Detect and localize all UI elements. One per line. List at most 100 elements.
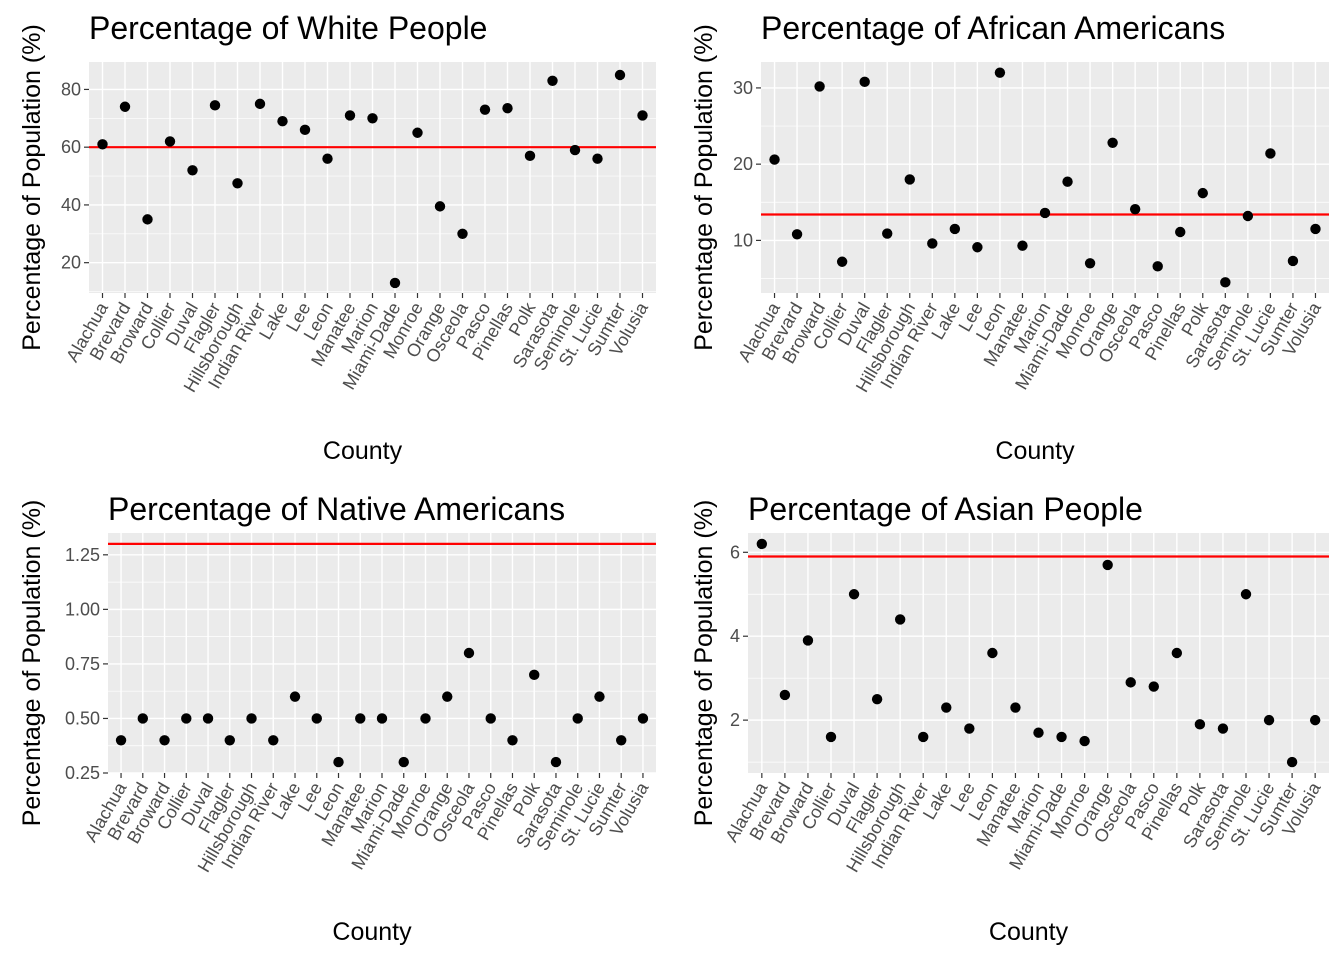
y-tick-label: 6	[730, 542, 740, 562]
chart-panel-2: 102030AlachuaBrevardBrowardCollierDuvalF…	[690, 10, 1329, 465]
data-point	[572, 713, 583, 724]
data-point	[246, 713, 257, 724]
y-tick-label: 1.00	[65, 599, 100, 619]
data-point	[592, 153, 603, 164]
data-point	[941, 702, 952, 713]
data-point	[1263, 714, 1275, 726]
data-point	[769, 154, 780, 165]
data-point	[159, 735, 170, 746]
chart-title: Percentage of Asian People	[748, 491, 1143, 527]
data-point	[614, 69, 626, 81]
x-axis-title: County	[323, 437, 403, 465]
data-point	[1309, 714, 1321, 726]
y-axis-title: Percentage of Population (%)	[690, 24, 718, 351]
data-point	[547, 75, 558, 86]
y-tick-label: 30	[733, 78, 753, 98]
data-point	[882, 228, 893, 239]
data-point	[1194, 719, 1206, 730]
data-point	[1310, 223, 1321, 235]
data-point	[412, 127, 423, 138]
data-point	[398, 756, 409, 768]
y-tick-label: 20	[61, 253, 81, 273]
data-point	[1084, 258, 1096, 269]
data-point	[894, 614, 906, 625]
data-point	[187, 165, 198, 176]
data-point	[1125, 677, 1136, 688]
data-point	[1062, 176, 1073, 187]
data-point	[164, 136, 176, 147]
data-point	[949, 223, 961, 235]
data-point	[311, 713, 322, 724]
data-point	[1107, 137, 1118, 149]
y-tick-label: 1.25	[65, 545, 100, 565]
data-point	[1010, 702, 1021, 713]
data-point	[1265, 148, 1276, 159]
data-point	[871, 693, 883, 705]
data-point	[142, 214, 153, 225]
data-point	[802, 635, 814, 646]
data-point	[1148, 681, 1159, 692]
data-point	[209, 100, 221, 111]
data-point	[972, 242, 983, 253]
data-point	[859, 76, 870, 88]
data-point	[289, 691, 301, 702]
y-axis-title: Percentage of Population (%)	[690, 500, 718, 827]
data-point	[1220, 277, 1231, 288]
data-point	[994, 67, 1006, 78]
data-point	[756, 538, 768, 550]
data-point	[1171, 647, 1183, 659]
data-point	[524, 150, 536, 162]
data-point	[502, 103, 513, 114]
data-point	[322, 153, 333, 164]
data-point	[115, 735, 127, 746]
chart-panel-4: 246AlachuaBrevardBrowardCollierDuvalFlag…	[690, 491, 1329, 946]
data-point	[1079, 735, 1090, 747]
data-point	[1286, 756, 1298, 768]
x-axis-title: County	[989, 918, 1069, 946]
data-point	[367, 113, 378, 124]
data-point	[224, 735, 235, 746]
data-point	[1102, 559, 1113, 571]
data-point	[232, 178, 243, 189]
chart-title: Percentage of White People	[89, 10, 487, 46]
data-point	[918, 731, 929, 743]
y-tick-label: 80	[61, 79, 81, 99]
data-point	[1240, 589, 1252, 600]
data-point	[779, 689, 791, 701]
x-axis-title: County	[332, 918, 412, 946]
y-tick-label: 10	[733, 230, 753, 250]
data-point	[550, 756, 562, 768]
data-point	[836, 256, 848, 267]
x-axis-title: County	[995, 437, 1075, 465]
y-tick-label: 0.75	[65, 654, 100, 674]
data-point	[904, 174, 915, 185]
data-point	[848, 589, 860, 600]
data-point	[376, 713, 388, 724]
data-point	[987, 647, 998, 659]
data-point	[1129, 203, 1141, 215]
data-point	[927, 238, 938, 249]
data-point	[529, 669, 540, 681]
data-point	[97, 139, 108, 150]
data-point	[420, 713, 431, 724]
data-point	[1039, 207, 1051, 219]
data-point	[964, 723, 975, 734]
data-point	[507, 735, 518, 746]
data-point	[202, 713, 214, 724]
data-point	[333, 756, 344, 768]
data-point	[277, 115, 288, 127]
chart-title: Percentage of Native Americans	[108, 491, 565, 527]
chart-panel-1: 20406080AlachuaBrevardBrowardCollierDuva…	[18, 10, 656, 465]
data-point	[1033, 727, 1044, 738]
y-tick-label: 0.25	[65, 763, 100, 783]
data-point	[1152, 261, 1163, 272]
data-point	[119, 101, 131, 112]
data-point	[814, 81, 825, 92]
data-point	[637, 110, 648, 121]
data-point	[479, 104, 491, 115]
data-point	[594, 691, 605, 702]
y-tick-label: 20	[733, 154, 753, 174]
data-point	[1287, 255, 1299, 267]
y-axis-title: Percentage of Population (%)	[18, 24, 46, 351]
